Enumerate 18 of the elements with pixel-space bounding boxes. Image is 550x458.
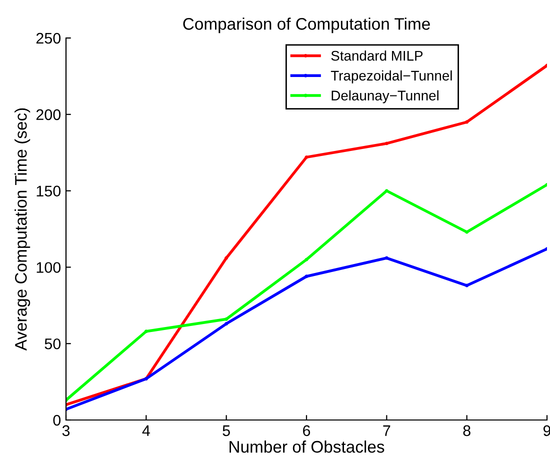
y-tick-label: 250 [36, 32, 61, 44]
x-tick-label: 3 [62, 425, 70, 436]
x-tick-label: 7 [383, 425, 390, 436]
x-tick-label: 4 [142, 425, 150, 436]
legend-label: Trapezoidal−Tunnel [330, 70, 452, 84]
y-tick-label: 50 [44, 338, 61, 350]
y-axis-title: Average Computation Time (sec) [14, 108, 30, 351]
x-tick-label: 6 [303, 425, 310, 436]
y-tick-label: 200 [36, 109, 61, 120]
x-tick-label: 8 [463, 425, 470, 436]
x-axis-title: Number of Obstacles [230, 440, 384, 453]
x-tick-label: 5 [222, 425, 230, 436]
y-tick-label: 150 [36, 186, 61, 196]
y-tick-label: 0 [53, 414, 61, 426]
legend-label: Standard MILP [331, 50, 423, 61]
legend-label: Delaunay−Tunnel [332, 90, 438, 104]
y-tick-label: 100 [36, 262, 61, 273]
chart-title: Comparison of Computation Time [183, 18, 430, 34]
